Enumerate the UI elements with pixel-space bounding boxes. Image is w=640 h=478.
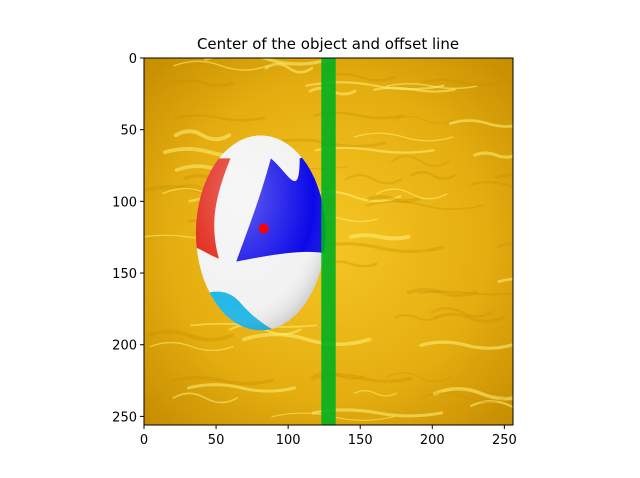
x-tick-label: 150 [348,433,373,448]
water-ripple [365,200,484,211]
water-ripple [204,58,332,66]
water-ripple [422,78,505,87]
x-axis: 0 50 100 150 200 250 [140,425,517,448]
water-ripple [432,387,513,401]
water-ripple [186,383,297,393]
plot-image [144,58,513,425]
water-ripple [305,190,402,203]
water-ripple [375,188,448,200]
water-ripple [387,372,452,383]
y-tick-label: 0 [129,52,137,67]
water-ripple [410,170,456,180]
water-ripple [475,93,513,98]
x-tick-label: 100 [276,433,301,448]
water-ripple [264,62,314,74]
object-center-marker [258,223,269,234]
x-tick-label: 50 [208,433,225,448]
water-ripple [470,400,513,409]
water-ripple [348,233,411,241]
water-ripple [385,83,478,90]
water-ripple [430,307,494,318]
chart-title: Center of the object and offset line [197,35,459,53]
water-ripple [418,290,513,296]
water-ripple [419,340,513,350]
water-ripple [353,132,454,142]
water-ripple [173,60,269,71]
water-ripple [394,314,438,321]
y-tick-label: 100 [112,195,137,210]
water-ripple [473,151,513,159]
offset-line [321,58,336,425]
water-ripple [171,375,274,386]
y-tick-label: 250 [112,410,137,425]
x-tick-label: 250 [492,433,517,448]
plot-frame [143,57,514,426]
water-ripple [449,119,513,128]
water-ripple [173,129,232,142]
water-ripple [174,114,266,122]
ball-shading [195,135,326,331]
water-ripple [434,312,505,323]
water-ripple [496,242,513,249]
water-ripple [494,172,513,180]
y-tick-label: 150 [112,267,137,282]
water-ripple [497,277,513,283]
water-ripple [406,288,478,298]
water-ripple [173,79,235,88]
water-ripple [391,155,450,167]
water-ripple [367,195,420,203]
x-tick-label: 200 [420,433,445,448]
water-ripple [172,392,239,404]
water-ripple [145,329,235,342]
x-tick-label: 0 [140,433,148,448]
water-ripple [241,332,372,346]
water-ripple [344,174,403,185]
water-ripple [393,115,455,124]
y-tick-label: 200 [112,339,137,354]
water-ripple [149,341,234,352]
water-ripple [353,390,397,397]
y-tick-label: 50 [120,124,137,139]
y-axis: 0 50 100 150 200 250 [112,52,144,425]
water-ripple [421,392,508,403]
water-ripple [470,181,513,188]
water-ripple [325,72,396,82]
